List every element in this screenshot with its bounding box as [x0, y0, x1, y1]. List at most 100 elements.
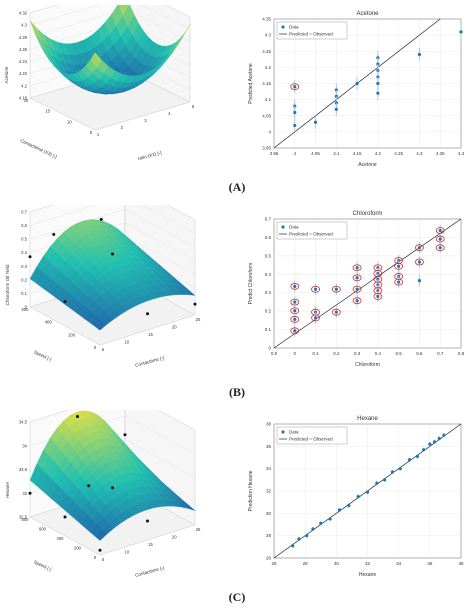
hexane-predicted-scatter: Hexane 26 28 30 32 34 36 38 26 28 30 32 34 36 38 Hexane…	[244, 410, 469, 580]
data-point	[313, 287, 318, 291]
data-point	[397, 258, 401, 263]
z-tick-label: 0.4	[21, 250, 27, 255]
y-tick-label: 4.35	[262, 17, 271, 22]
x-tick-label: 26	[271, 561, 277, 566]
z-tick-label: 4.2	[21, 83, 27, 88]
data-point	[293, 85, 297, 89]
x-tick-label: 15	[148, 542, 153, 547]
z-tick-label: 0.7	[21, 210, 27, 215]
identity-line	[273, 218, 462, 349]
z-tick-label: 4.22	[19, 71, 28, 76]
acetone-surface-plot: Acetone 4.18 4.2 4.22 4.24 4.26 4.28 4.3 4.32 1 2 3…	[0, 0, 230, 165]
data-point	[415, 454, 419, 458]
data-point	[417, 52, 422, 57]
legend-box	[276, 21, 348, 40]
data-marker	[111, 252, 114, 256]
data-point	[334, 287, 338, 291]
x-tick-label: 32	[365, 561, 371, 566]
scatter-svg-5: Hexane 26 28 30 32 34 36 38 26 28 30 32 34 36 38 Hexane…	[248, 416, 464, 578]
legend-label-data: Data	[289, 25, 299, 30]
x-tick-label: 4	[294, 151, 297, 156]
x-tick-label: 5	[102, 557, 105, 562]
x-tick-label: 4.1	[333, 151, 340, 156]
highlight-circle	[311, 314, 320, 322]
y-tick-label: 600	[22, 307, 30, 312]
highlight-circle	[290, 83, 300, 91]
highlight-circle	[331, 308, 341, 316]
x-tick-label: 4.15	[353, 151, 362, 156]
row-label-b: (B)	[229, 385, 245, 399]
data-point	[293, 317, 297, 321]
y-tick-label: 400	[45, 320, 53, 325]
data-point	[313, 316, 318, 320]
data-point	[407, 458, 412, 462]
legend-marker-data	[281, 430, 285, 434]
x-tick-label: 20	[172, 325, 177, 330]
y-tick-label: 4.3	[265, 33, 272, 38]
data-point	[438, 246, 442, 250]
x-tick-label: 3	[144, 118, 147, 123]
y-tick-label: 0.5	[265, 253, 272, 258]
surface-mesh	[29, 0, 191, 95]
y-axis-label: Prediction Hexane	[248, 470, 254, 511]
highlight-circle	[352, 274, 362, 282]
z-axis-label: Hexane	[5, 482, 10, 498]
data-point	[337, 508, 342, 512]
data-point	[355, 287, 359, 291]
data-point	[356, 494, 360, 499]
surface-svg-2: Chloroform00.10.20.30.40.50.60.751015202…	[5, 181, 201, 368]
acetone-predicted-scatter: Acetone 3.95 4 4.05 4.1 4.15 4.2 4.25 4.3 4.35 4.4…	[244, 5, 469, 170]
y-tick-label: 3.95	[262, 146, 271, 151]
z-tick-label: 33.5	[19, 467, 28, 472]
surface-patch	[94, 528, 108, 541]
x-tick-label: 4.25	[394, 151, 403, 156]
data-point	[305, 534, 309, 538]
y-tick-label: 0.2	[265, 309, 272, 314]
legend: Data Predicted = Observed	[276, 21, 348, 40]
z-tick-label: 4.3	[21, 23, 27, 28]
y-tick-label: 0.7	[265, 217, 272, 222]
data-point	[438, 237, 442, 241]
x-tick-label: 10	[124, 550, 129, 555]
x-tick-label: 30	[334, 561, 340, 566]
data-point	[313, 120, 318, 124]
data-marker	[146, 312, 149, 316]
x-tick-label: 36	[427, 561, 433, 566]
z-tick-label: 0.5	[21, 237, 27, 242]
x-tick-label: 0.2	[333, 351, 340, 356]
y-tick-label: 32	[266, 489, 272, 494]
x-tick-label: 10	[124, 340, 129, 345]
x-axis-label: Contacttime [-]	[135, 565, 165, 578]
x-axis-label: Contacttime [-]	[135, 355, 165, 368]
data-point	[293, 329, 297, 333]
z-tick-label: 4.18	[19, 96, 28, 101]
data-point	[293, 309, 297, 313]
data-point	[417, 279, 422, 283]
data-point	[383, 478, 387, 482]
data-point	[355, 266, 359, 270]
data-marker	[76, 415, 79, 418]
y-tick-label: 4	[268, 129, 271, 134]
x-tick-label: 0.4	[375, 351, 382, 356]
z-tick-label: 33	[22, 491, 27, 496]
legend-label-data: Data	[289, 430, 299, 435]
x-axis-label: Hexane	[359, 572, 376, 578]
data-point	[428, 442, 432, 446]
y-tick-label: 4.15	[262, 81, 271, 86]
y-tick-label: 4.2	[265, 65, 272, 70]
x-tick-label: 5	[102, 347, 105, 352]
data-point	[442, 433, 446, 437]
data-point	[365, 490, 370, 494]
y-axis-label: Speed [-]	[33, 349, 52, 361]
x-tick-label: 34	[396, 561, 402, 566]
chart-title: Chloroform	[353, 211, 383, 217]
highlight-circle	[394, 262, 404, 270]
data-point	[376, 91, 380, 95]
z-tick-label: 0.6	[21, 223, 27, 228]
data-point	[334, 310, 338, 314]
x-tick-label: 4.4	[458, 151, 465, 156]
y-tick-label: 5	[90, 130, 93, 135]
data-point	[355, 299, 359, 303]
y-tick-label: 0	[268, 346, 271, 351]
z-tick-label: 4.24	[19, 59, 28, 64]
